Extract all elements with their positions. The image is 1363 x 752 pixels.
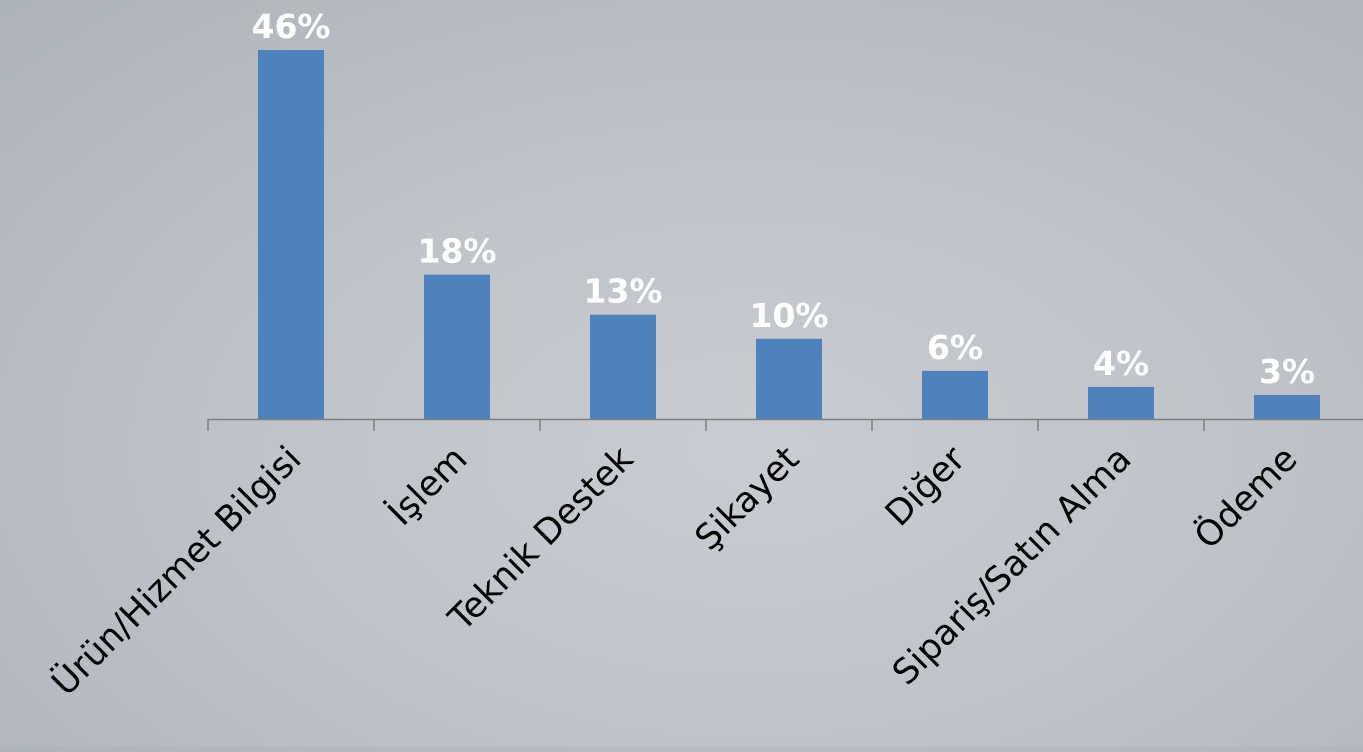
bar bbox=[1254, 394, 1320, 419]
category-label: İşlem bbox=[379, 438, 475, 534]
bar bbox=[756, 338, 822, 419]
data-label: 3% bbox=[1259, 352, 1315, 391]
bar bbox=[1088, 386, 1154, 419]
category-label: Ürün/Hizmet Bilgisi bbox=[43, 438, 309, 704]
data-label: 4% bbox=[1093, 344, 1149, 383]
data-label: 13% bbox=[584, 272, 663, 311]
bar bbox=[590, 314, 656, 419]
data-labels-layer: 46% 18% 13% 10% 6% 4% 3% bbox=[252, 7, 1316, 391]
data-label: 6% bbox=[927, 328, 983, 367]
data-label: 46% bbox=[252, 7, 331, 46]
data-label: 10% bbox=[750, 296, 829, 335]
category-label: Ödeme bbox=[1186, 438, 1305, 557]
bar bbox=[424, 274, 490, 419]
bar bbox=[922, 370, 988, 419]
data-label: 18% bbox=[418, 232, 497, 271]
category-label: Şikayet bbox=[688, 439, 808, 559]
x-axis bbox=[207, 418, 1363, 431]
bars-layer bbox=[258, 50, 1320, 419]
bar bbox=[258, 50, 324, 419]
category-label: Diğer bbox=[878, 439, 974, 535]
